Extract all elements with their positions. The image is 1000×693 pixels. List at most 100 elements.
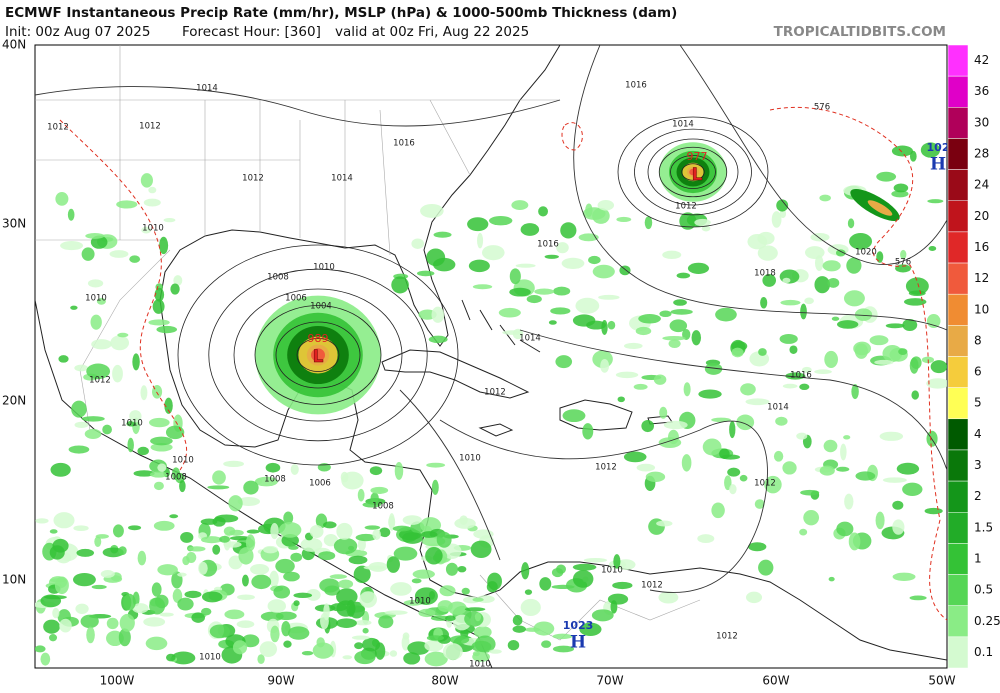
precip-cell bbox=[855, 471, 876, 481]
precip-cell bbox=[789, 345, 798, 354]
precip-cell bbox=[560, 222, 577, 239]
colorbar-label: 1.5 bbox=[974, 520, 993, 534]
high-pressure: 1023 bbox=[563, 619, 594, 632]
precip-cell bbox=[223, 460, 245, 467]
precip-cell bbox=[173, 275, 183, 286]
precip-cell bbox=[179, 480, 186, 493]
longitude-label: 60W bbox=[762, 674, 789, 688]
isobar-label: 1012 bbox=[139, 122, 161, 132]
precip-cell bbox=[148, 319, 170, 326]
isobar bbox=[634, 128, 752, 216]
precip-cell bbox=[85, 232, 105, 239]
precip-cell bbox=[775, 416, 788, 426]
precip-cell bbox=[49, 529, 58, 534]
precip-cell bbox=[702, 438, 722, 456]
precip-cell bbox=[745, 398, 770, 406]
precip-cell bbox=[342, 655, 353, 660]
precip-cell bbox=[137, 550, 147, 566]
precip-cell bbox=[60, 241, 84, 251]
precip-cell bbox=[76, 548, 95, 557]
low-symbol: L bbox=[313, 347, 324, 367]
colorbar-label: 4 bbox=[974, 427, 982, 441]
isobar-label: 1014 bbox=[331, 174, 353, 184]
precip-cell bbox=[333, 537, 358, 555]
precip-cell bbox=[357, 538, 366, 551]
isobar bbox=[275, 321, 361, 389]
precip-cell bbox=[224, 609, 245, 620]
precip-cell bbox=[287, 626, 310, 640]
precip-cell bbox=[879, 431, 904, 441]
precip-cell bbox=[35, 518, 49, 524]
precip-cell bbox=[112, 524, 124, 538]
coastline-hispaniola bbox=[559, 399, 633, 431]
precip-cell bbox=[273, 585, 291, 599]
precip-cell bbox=[91, 339, 112, 350]
precip-cell bbox=[388, 515, 396, 529]
isobar bbox=[208, 268, 428, 442]
precip-cell bbox=[301, 650, 314, 656]
precip-cell bbox=[145, 636, 168, 651]
isobar-label: 1014 bbox=[196, 84, 218, 94]
precip-cell bbox=[551, 567, 564, 578]
colorbar-label: 16 bbox=[974, 240, 989, 254]
thickness-contour bbox=[59, 119, 187, 471]
precip-cell bbox=[819, 465, 835, 476]
low-pressure: 989 bbox=[308, 332, 329, 345]
precip-cell bbox=[814, 276, 831, 294]
valid-time: valid at 00z Fri, Aug 22 2025 bbox=[335, 24, 529, 40]
colorbar-swatch bbox=[947, 75, 969, 108]
precip-cell bbox=[474, 612, 482, 622]
precip-cell bbox=[163, 218, 176, 223]
precip-cell bbox=[270, 625, 280, 643]
precip-cell bbox=[191, 612, 205, 623]
precip-cell bbox=[498, 307, 521, 318]
precip-cell bbox=[186, 552, 197, 564]
precip-cell bbox=[757, 245, 778, 261]
precip-cell bbox=[109, 250, 129, 258]
precip-cell bbox=[129, 410, 142, 423]
isobar-label: 1006 bbox=[309, 479, 331, 489]
precip-cell bbox=[324, 585, 341, 596]
precip-cell bbox=[351, 635, 370, 640]
precip-cell bbox=[431, 306, 445, 323]
colorbar-label: 2 bbox=[974, 489, 982, 503]
precip-cell bbox=[457, 565, 467, 573]
precip-cell bbox=[293, 600, 300, 607]
precip-cell bbox=[55, 192, 69, 206]
precip-cell bbox=[275, 558, 295, 574]
precip-cell bbox=[727, 467, 741, 477]
colorbar-swatch bbox=[947, 543, 969, 575]
precip-cell bbox=[697, 534, 715, 544]
precip-cell bbox=[43, 619, 61, 634]
colorbar-label: 8 bbox=[974, 333, 982, 347]
precip-cell bbox=[169, 514, 179, 519]
precip-cell bbox=[442, 643, 463, 661]
isobar-label: 1010 bbox=[121, 419, 143, 429]
precip-cell bbox=[330, 603, 347, 612]
precip-cell bbox=[486, 581, 498, 593]
precip-cell bbox=[323, 534, 339, 547]
precip-cell bbox=[75, 603, 89, 614]
precip-cell bbox=[229, 529, 244, 536]
precip-cell bbox=[461, 587, 470, 595]
precip-cell bbox=[827, 277, 840, 288]
precip-cell bbox=[814, 369, 832, 375]
precip-cell bbox=[336, 522, 353, 540]
precip-cell bbox=[468, 259, 490, 273]
precip-cell bbox=[524, 589, 533, 595]
precip-cell bbox=[782, 277, 791, 284]
precip-cell bbox=[477, 232, 484, 249]
precip-cell bbox=[902, 482, 923, 497]
precip-cell bbox=[177, 572, 187, 577]
precip-cell bbox=[694, 218, 711, 227]
precip-cell bbox=[572, 563, 597, 571]
longitude-label: 80W bbox=[431, 674, 458, 688]
precip-cell bbox=[927, 199, 944, 204]
precip-cell bbox=[891, 145, 913, 157]
precip-cell bbox=[831, 316, 840, 321]
precip-cell bbox=[851, 384, 859, 400]
precip-cell bbox=[670, 308, 693, 315]
precip-cell bbox=[73, 525, 89, 532]
precip-cell bbox=[552, 633, 573, 640]
